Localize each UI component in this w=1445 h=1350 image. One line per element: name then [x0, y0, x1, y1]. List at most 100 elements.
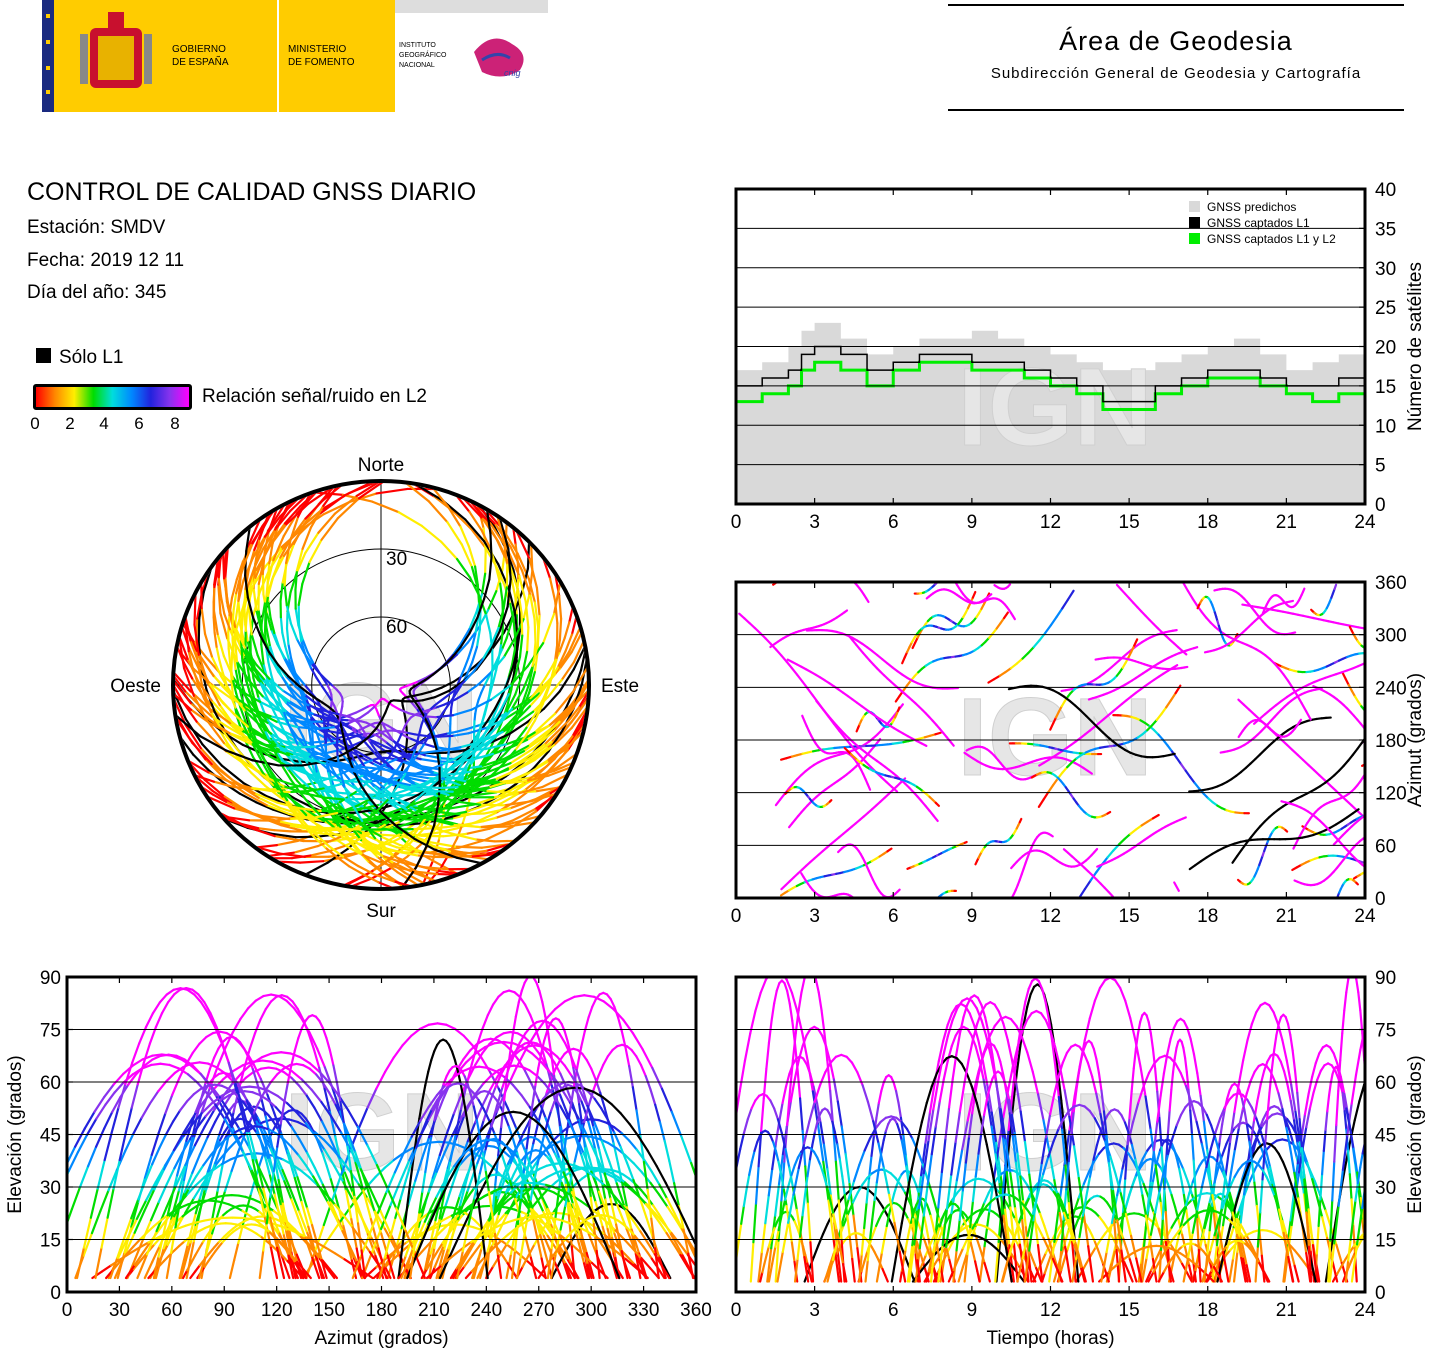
skyplot-track-segment: [188, 647, 200, 670]
skyplot-track-segment: [408, 783, 426, 789]
azimuth-track-segment: [1117, 837, 1126, 846]
skyplot-track-segment: [433, 817, 459, 826]
skyplot-track-segment: [371, 813, 385, 820]
skyplot-track-segment: [445, 824, 460, 829]
ign-line1: INSTITUTO: [399, 42, 436, 49]
skyplot-track-segment: [355, 483, 382, 498]
elev-az-segment: [621, 1183, 629, 1209]
skyplot-track-segment: [212, 780, 235, 789]
skyplot-track-segment: [413, 837, 436, 851]
azimuth-track-segment: [1377, 874, 1381, 876]
azimuth-track-segment: [1392, 858, 1394, 859]
skyplot-track-segment: [377, 742, 388, 749]
skyplot-track-segment: [303, 861, 329, 876]
skyplot-track-segment: [511, 647, 517, 666]
azimuth-track-segment: [1419, 856, 1424, 858]
azimuth-track-segment: [1401, 853, 1403, 854]
elev-az-segment: [333, 1192, 341, 1211]
skyplot-track-segment: [284, 710, 293, 719]
skyplot-track-segment: [290, 854, 312, 860]
elev-az-segment: [312, 1048, 321, 1069]
azimuth-track-segment: [1351, 747, 1359, 757]
elev-az-segment: [675, 1243, 684, 1257]
skyplot-track-segment: [241, 759, 264, 777]
elev-az-segment: [623, 1153, 635, 1165]
skyplot-track-segment: [543, 665, 554, 680]
azimuth-track-segment: [1193, 781, 1201, 790]
skyplot-track-segment: [245, 680, 254, 702]
elev-az-segment: [666, 1205, 678, 1222]
skyplot-track-segment: [442, 832, 468, 838]
skyplot-track-segment: [301, 561, 311, 586]
elev-az-segment: [323, 1087, 332, 1113]
skyplot-track-segment: [232, 785, 254, 791]
ign-line3: NACIONAL: [399, 62, 435, 69]
azimuth-track-segment: [1347, 683, 1353, 693]
azimuth-track-segment: [993, 674, 1001, 681]
gov-line2: DE ESPAÑA: [172, 55, 229, 68]
skyplot-track-segment: [175, 692, 193, 711]
skyplot-track-segment: [469, 766, 489, 773]
skyplot-track-segment: [394, 808, 407, 819]
elev-az-segment: [205, 1218, 214, 1250]
azimuth-track-segment: [1146, 724, 1154, 732]
skyplot-track-segment: [205, 795, 236, 810]
azimuth-track-segment: [1171, 664, 1179, 670]
azimuth-track-segment: [998, 670, 1007, 677]
azimuth-track-segment: [1175, 756, 1183, 766]
azimuth-track-segment: [1291, 748, 1299, 757]
skyplot-track-segment: [245, 594, 252, 616]
skyplot-track-segment: [506, 821, 536, 828]
skyplot-track-segment: [182, 667, 195, 697]
skyplot-track-segment: [432, 804, 440, 827]
azimuth-track-segment: [1374, 872, 1378, 874]
azimuth-track-segment: [1410, 861, 1415, 863]
skyplot-track-segment: [345, 723, 355, 730]
skyplot-track-segment: [404, 483, 430, 503]
skyplot-track-segment: [225, 800, 241, 810]
elev-az-segment: [248, 1032, 257, 1051]
azimuth-track-segment: [1393, 778, 1395, 782]
azimuth-track-segment: [880, 776, 888, 784]
skyplot-track-segment: [239, 615, 244, 641]
skyplot-track-segment: [347, 717, 361, 725]
skyplot-track-segment: [360, 852, 376, 867]
azimuth-track-segment: [1047, 784, 1055, 794]
skyplot-track-segment: [503, 800, 532, 807]
skyplot-track-segment: [468, 510, 483, 532]
skyplot-track-segment: [354, 770, 366, 776]
skyplot-track-segment: [428, 779, 438, 789]
skyplot-track-segment: [509, 609, 516, 626]
skyplot-track-segment: [269, 741, 278, 757]
skyplot-track-segment: [241, 592, 249, 618]
elev-az-segment: [649, 1181, 661, 1196]
azimuth-track-segment: [1405, 863, 1410, 865]
azimuth-track-segment: [1282, 673, 1290, 682]
skyplot-track-segment: [315, 834, 331, 848]
skyplot-track-segment: [505, 716, 516, 727]
y-axis-label: Número de satélites: [1405, 262, 1426, 431]
skyplot-track-segment: [347, 821, 363, 842]
skyplot-track-segment: [257, 555, 266, 586]
skyplot-track-segment: [278, 722, 286, 734]
skyplot-track-segment: [423, 866, 449, 871]
skyplot-track-segment: [192, 694, 209, 722]
skyplot-track-segment: [253, 709, 278, 723]
azimuth-track-segment: [1254, 825, 1262, 833]
azimuth-track-segment: [1021, 651, 1030, 660]
skyplot-track-segment: [295, 774, 310, 788]
report-title: CONTROL DE CALIDAD GNSS DIARIO: [27, 178, 477, 206]
azimuth-track-segment: [1355, 881, 1359, 886]
azimuth-track-segment: [1300, 701, 1308, 713]
elev-az-segment: [293, 1176, 303, 1203]
azimuth-track-segment: [1344, 677, 1350, 687]
skyplot-track-segment: [357, 812, 376, 828]
skyplot-track-segment: [289, 778, 301, 793]
x-tick-label: 9: [967, 512, 978, 533]
skyplot-track-segment: [502, 707, 523, 721]
east-label: Este: [601, 676, 639, 697]
skyplot-track-segment: [341, 753, 352, 765]
skyplot-track-segment: [219, 594, 226, 616]
skyplot-track-segment: [453, 770, 472, 776]
skyplot-track-segment: [478, 609, 482, 631]
